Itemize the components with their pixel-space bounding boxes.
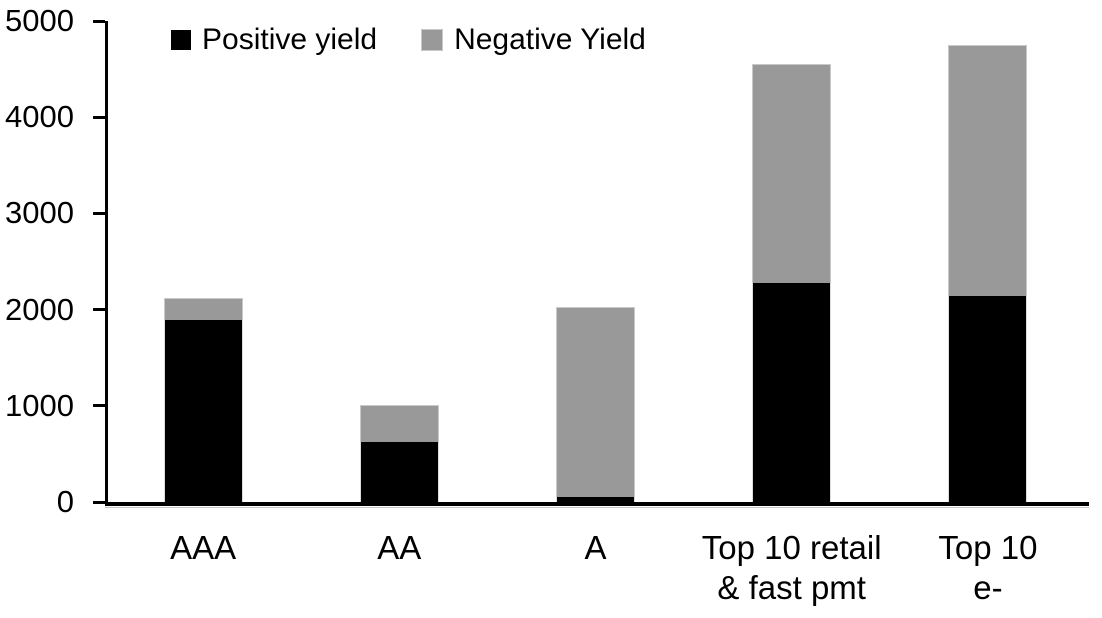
legend-swatch-negative — [421, 29, 444, 51]
positive-yield-segment — [948, 296, 1028, 502]
positive-yield-segment — [556, 497, 635, 502]
bar-1 — [163, 298, 243, 502]
y-tick-label: 0 — [56, 484, 74, 519]
bar-5 — [948, 45, 1028, 502]
negative-yield-segment — [556, 306, 635, 498]
y-tick-label: 5000 — [5, 3, 74, 38]
y-tick-mark — [93, 211, 105, 215]
negative-yield-segment — [163, 298, 243, 321]
y-tick-mark — [93, 115, 105, 119]
y-tick-label: 4000 — [5, 99, 74, 135]
positive-yield-segment — [163, 320, 243, 502]
bar-4 — [752, 64, 832, 502]
y-tick-mark — [93, 19, 105, 23]
x-category-label: AAA — [170, 529, 237, 566]
plot-area — [105, 21, 1089, 508]
x-category-label: Top 10 retail & fast pmt — [701, 529, 882, 606]
bar-3 — [556, 306, 635, 502]
legend: Positive yield Negative Yield — [171, 23, 646, 56]
y-tick-label: 1000 — [5, 387, 74, 423]
negative-yield-segment — [359, 404, 439, 443]
legend-item: Negative Yield — [421, 23, 646, 57]
y-tick-label: 2000 — [5, 291, 74, 327]
y-tick-mark — [93, 500, 105, 504]
legend-item: Positive yield — [171, 23, 377, 57]
y-tick-label: 3000 — [5, 195, 74, 231]
x-category-label: A — [584, 529, 607, 566]
legend-label: Positive yield — [202, 23, 378, 56]
positive-yield-segment — [359, 442, 439, 502]
negative-yield-segment — [752, 64, 832, 283]
x-category-label: AA — [377, 529, 422, 566]
x-category-label: Top 10 e-commerce — [911, 529, 1065, 618]
negative-yield-segment — [948, 45, 1028, 297]
positive-yield-segment — [752, 282, 832, 502]
y-tick-mark — [93, 404, 105, 408]
bar-2 — [359, 404, 439, 502]
legend-label: Negative Yield — [454, 23, 646, 56]
y-tick-mark — [93, 308, 105, 312]
legend-swatch-positive — [171, 30, 191, 50]
